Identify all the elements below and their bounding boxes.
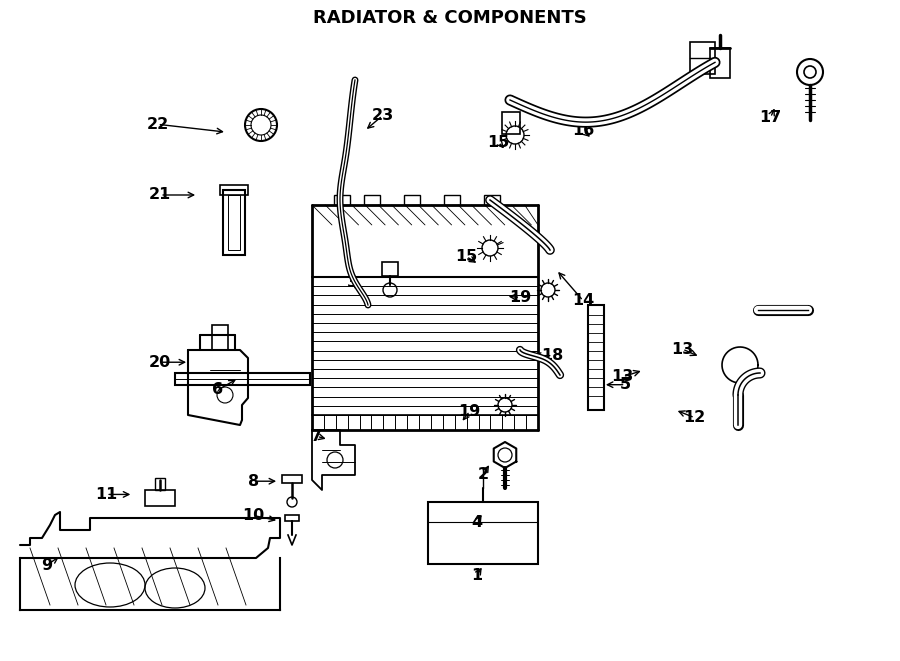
Bar: [404, 195, 420, 205]
Text: 23: 23: [372, 108, 393, 123]
Text: 3: 3: [347, 276, 358, 290]
Bar: [282, 475, 302, 483]
Text: 21: 21: [149, 188, 171, 202]
Text: 16: 16: [572, 124, 594, 138]
Bar: [155, 478, 165, 490]
Text: 14: 14: [572, 293, 594, 308]
Text: 18: 18: [542, 348, 563, 363]
Bar: [382, 262, 398, 276]
Text: 15: 15: [488, 135, 509, 149]
Bar: [428, 502, 538, 564]
Text: 6: 6: [212, 383, 223, 397]
Text: 1: 1: [472, 568, 482, 582]
Text: 19: 19: [509, 290, 531, 305]
Text: 8: 8: [248, 474, 259, 488]
Text: 22: 22: [147, 117, 168, 132]
Text: 13: 13: [612, 369, 634, 384]
Bar: [484, 195, 500, 205]
Bar: [588, 305, 604, 410]
Text: 7: 7: [311, 429, 322, 444]
Bar: [223, 190, 245, 255]
Text: 10: 10: [243, 508, 265, 523]
Text: 9: 9: [41, 558, 52, 572]
Text: 20: 20: [149, 355, 171, 369]
Bar: [690, 42, 715, 74]
Text: 19: 19: [459, 404, 481, 418]
Bar: [220, 185, 248, 195]
Text: 2: 2: [478, 467, 489, 482]
Bar: [228, 195, 240, 250]
Bar: [285, 515, 299, 521]
Bar: [710, 48, 730, 78]
Text: 11: 11: [95, 487, 117, 502]
Bar: [334, 195, 350, 205]
Text: 12: 12: [684, 410, 706, 425]
Text: 13: 13: [671, 342, 693, 356]
Bar: [212, 325, 228, 350]
Bar: [502, 112, 520, 134]
Bar: [444, 195, 460, 205]
Bar: [364, 195, 380, 205]
Text: RADIATOR & COMPONENTS: RADIATOR & COMPONENTS: [313, 9, 587, 27]
Bar: [145, 490, 175, 506]
Bar: [175, 373, 310, 385]
Text: 17: 17: [760, 110, 781, 125]
Text: 5: 5: [620, 377, 631, 392]
Text: 15: 15: [455, 249, 477, 264]
Text: 4: 4: [472, 515, 482, 529]
